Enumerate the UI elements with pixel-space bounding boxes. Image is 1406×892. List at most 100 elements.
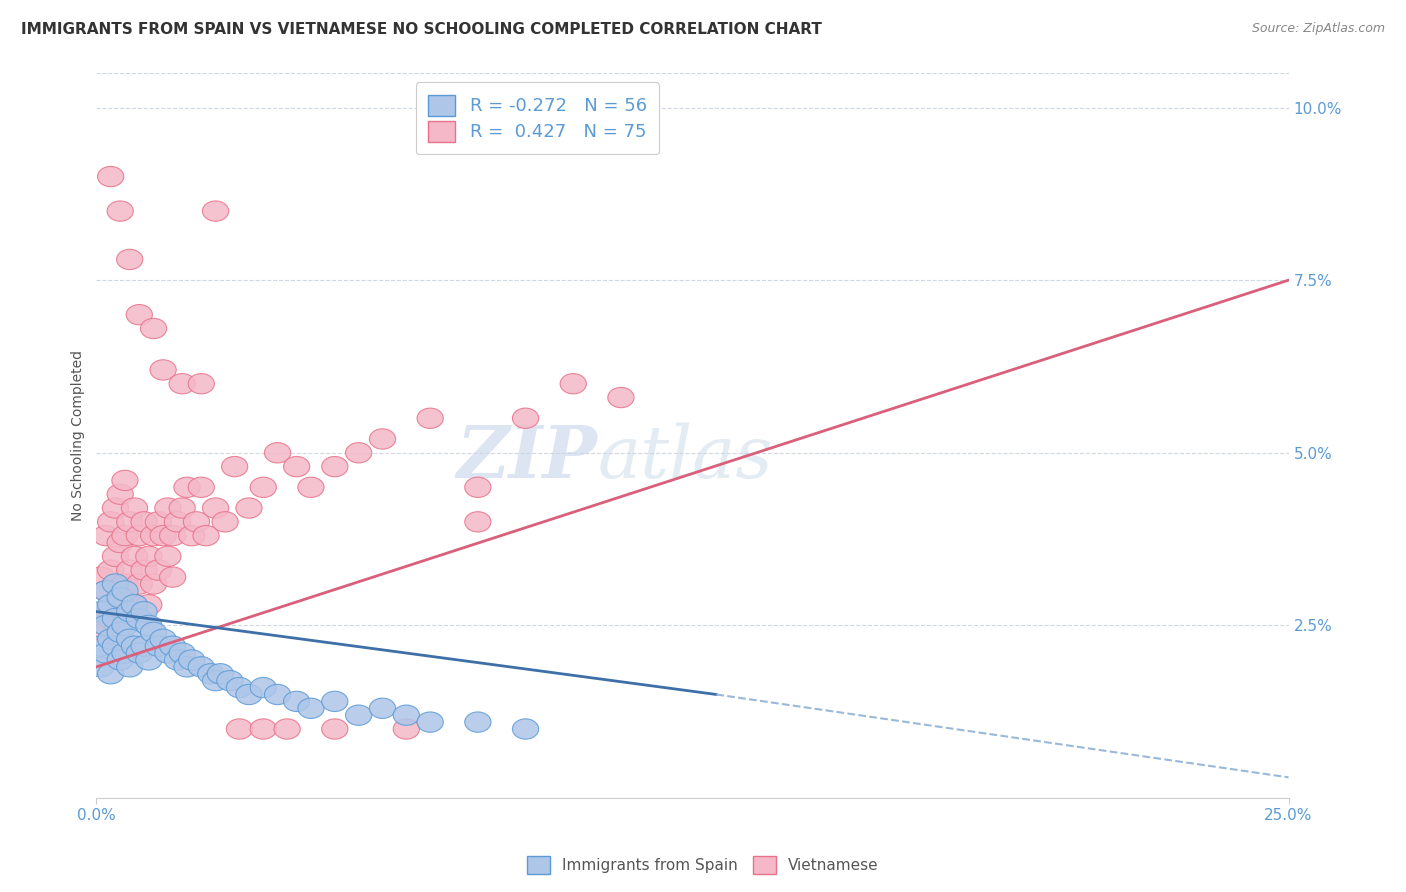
Ellipse shape	[226, 719, 253, 739]
Ellipse shape	[121, 498, 148, 518]
Ellipse shape	[112, 525, 138, 546]
Ellipse shape	[250, 477, 277, 498]
Ellipse shape	[207, 664, 233, 684]
Ellipse shape	[89, 657, 114, 677]
Ellipse shape	[155, 546, 181, 566]
Ellipse shape	[103, 608, 128, 629]
Ellipse shape	[284, 691, 309, 712]
Ellipse shape	[250, 719, 277, 739]
Ellipse shape	[174, 657, 200, 677]
Ellipse shape	[141, 318, 167, 339]
Ellipse shape	[465, 477, 491, 498]
Ellipse shape	[150, 525, 176, 546]
Text: ZIP: ZIP	[456, 422, 598, 492]
Ellipse shape	[217, 671, 243, 690]
Ellipse shape	[107, 623, 134, 642]
Ellipse shape	[165, 649, 191, 670]
Ellipse shape	[121, 546, 148, 566]
Ellipse shape	[169, 643, 195, 663]
Ellipse shape	[193, 525, 219, 546]
Ellipse shape	[159, 525, 186, 546]
Ellipse shape	[93, 581, 120, 601]
Ellipse shape	[97, 595, 124, 615]
Ellipse shape	[159, 567, 186, 587]
Legend: Immigrants from Spain, Vietnamese: Immigrants from Spain, Vietnamese	[522, 850, 884, 880]
Ellipse shape	[165, 512, 191, 532]
Ellipse shape	[418, 712, 443, 732]
Ellipse shape	[97, 608, 124, 629]
Ellipse shape	[179, 649, 205, 670]
Ellipse shape	[159, 636, 186, 657]
Ellipse shape	[322, 691, 347, 712]
Ellipse shape	[131, 512, 157, 532]
Ellipse shape	[121, 636, 148, 657]
Ellipse shape	[112, 615, 138, 636]
Ellipse shape	[274, 719, 301, 739]
Ellipse shape	[117, 657, 143, 677]
Ellipse shape	[117, 249, 143, 269]
Ellipse shape	[145, 512, 172, 532]
Ellipse shape	[394, 705, 419, 725]
Ellipse shape	[141, 623, 167, 642]
Ellipse shape	[107, 649, 134, 670]
Ellipse shape	[512, 719, 538, 739]
Ellipse shape	[93, 643, 120, 663]
Ellipse shape	[107, 201, 134, 221]
Ellipse shape	[264, 684, 291, 705]
Ellipse shape	[103, 574, 128, 594]
Ellipse shape	[112, 574, 138, 594]
Ellipse shape	[121, 595, 148, 615]
Ellipse shape	[127, 525, 152, 546]
Ellipse shape	[226, 677, 253, 698]
Ellipse shape	[93, 615, 120, 636]
Ellipse shape	[112, 643, 138, 663]
Ellipse shape	[155, 498, 181, 518]
Ellipse shape	[322, 457, 347, 476]
Ellipse shape	[418, 409, 443, 428]
Ellipse shape	[169, 374, 195, 394]
Ellipse shape	[202, 671, 229, 690]
Ellipse shape	[202, 498, 229, 518]
Ellipse shape	[127, 574, 152, 594]
Ellipse shape	[97, 560, 124, 581]
Ellipse shape	[202, 201, 229, 221]
Ellipse shape	[174, 477, 200, 498]
Ellipse shape	[117, 560, 143, 581]
Ellipse shape	[236, 498, 262, 518]
Ellipse shape	[298, 698, 323, 718]
Ellipse shape	[107, 533, 134, 553]
Text: Source: ZipAtlas.com: Source: ZipAtlas.com	[1251, 22, 1385, 36]
Ellipse shape	[136, 595, 162, 615]
Ellipse shape	[107, 581, 134, 601]
Ellipse shape	[127, 643, 152, 663]
Ellipse shape	[145, 636, 172, 657]
Ellipse shape	[136, 649, 162, 670]
Y-axis label: No Schooling Completed: No Schooling Completed	[72, 350, 86, 521]
Ellipse shape	[188, 374, 214, 394]
Ellipse shape	[117, 601, 143, 622]
Ellipse shape	[112, 581, 138, 601]
Ellipse shape	[103, 498, 128, 518]
Ellipse shape	[607, 387, 634, 408]
Ellipse shape	[370, 429, 395, 450]
Ellipse shape	[107, 484, 134, 504]
Legend: R = -0.272   N = 56, R =  0.427   N = 75: R = -0.272 N = 56, R = 0.427 N = 75	[416, 82, 659, 154]
Ellipse shape	[150, 359, 176, 380]
Ellipse shape	[103, 636, 128, 657]
Text: IMMIGRANTS FROM SPAIN VS VIETNAMESE NO SCHOOLING COMPLETED CORRELATION CHART: IMMIGRANTS FROM SPAIN VS VIETNAMESE NO S…	[21, 22, 823, 37]
Ellipse shape	[97, 664, 124, 684]
Ellipse shape	[93, 581, 120, 601]
Ellipse shape	[236, 684, 262, 705]
Ellipse shape	[212, 512, 238, 532]
Ellipse shape	[89, 608, 114, 629]
Ellipse shape	[560, 374, 586, 394]
Ellipse shape	[103, 595, 128, 615]
Ellipse shape	[264, 442, 291, 463]
Text: atlas: atlas	[598, 422, 772, 492]
Ellipse shape	[183, 512, 209, 532]
Ellipse shape	[370, 698, 395, 718]
Ellipse shape	[97, 512, 124, 532]
Ellipse shape	[465, 512, 491, 532]
Ellipse shape	[188, 657, 214, 677]
Ellipse shape	[169, 498, 195, 518]
